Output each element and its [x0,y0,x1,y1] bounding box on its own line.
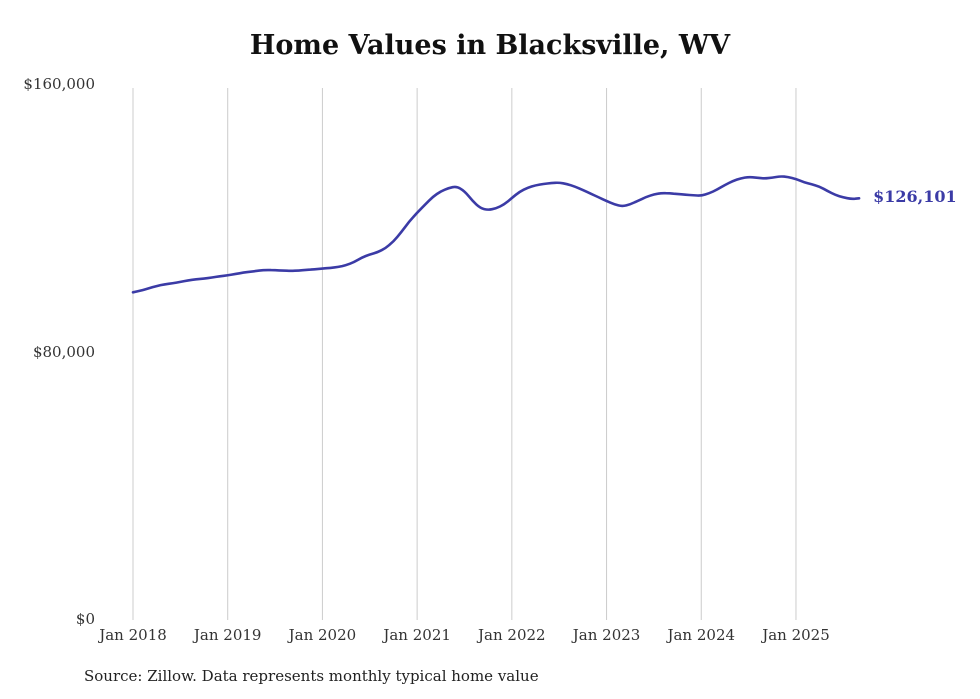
x-tick-label: Jan 2018 [99,626,167,644]
x-tick-label: Jan 2021 [383,626,451,644]
y-tick-label: $160,000 [23,75,95,93]
y-tick-label: $80,000 [32,342,95,361]
chart-title: Home Values in Blacksville, WV [249,30,731,61]
home-value-line [131,175,861,294]
current-value-label: $126,101 [873,187,957,207]
y-tick-label: $0 [75,610,95,628]
x-tick-label: Jan 2019 [193,626,262,644]
x-tick-label: Jan 2020 [288,626,357,644]
x-tick-label: Jan 2023 [572,626,641,644]
source-note: Source: Zillow. Data represents monthly … [84,667,539,685]
x-tick-label: Jan 2022 [478,626,546,644]
x-tick-label: Jan 2024 [667,626,736,644]
x-tick-label: Jan 2025 [762,626,830,644]
